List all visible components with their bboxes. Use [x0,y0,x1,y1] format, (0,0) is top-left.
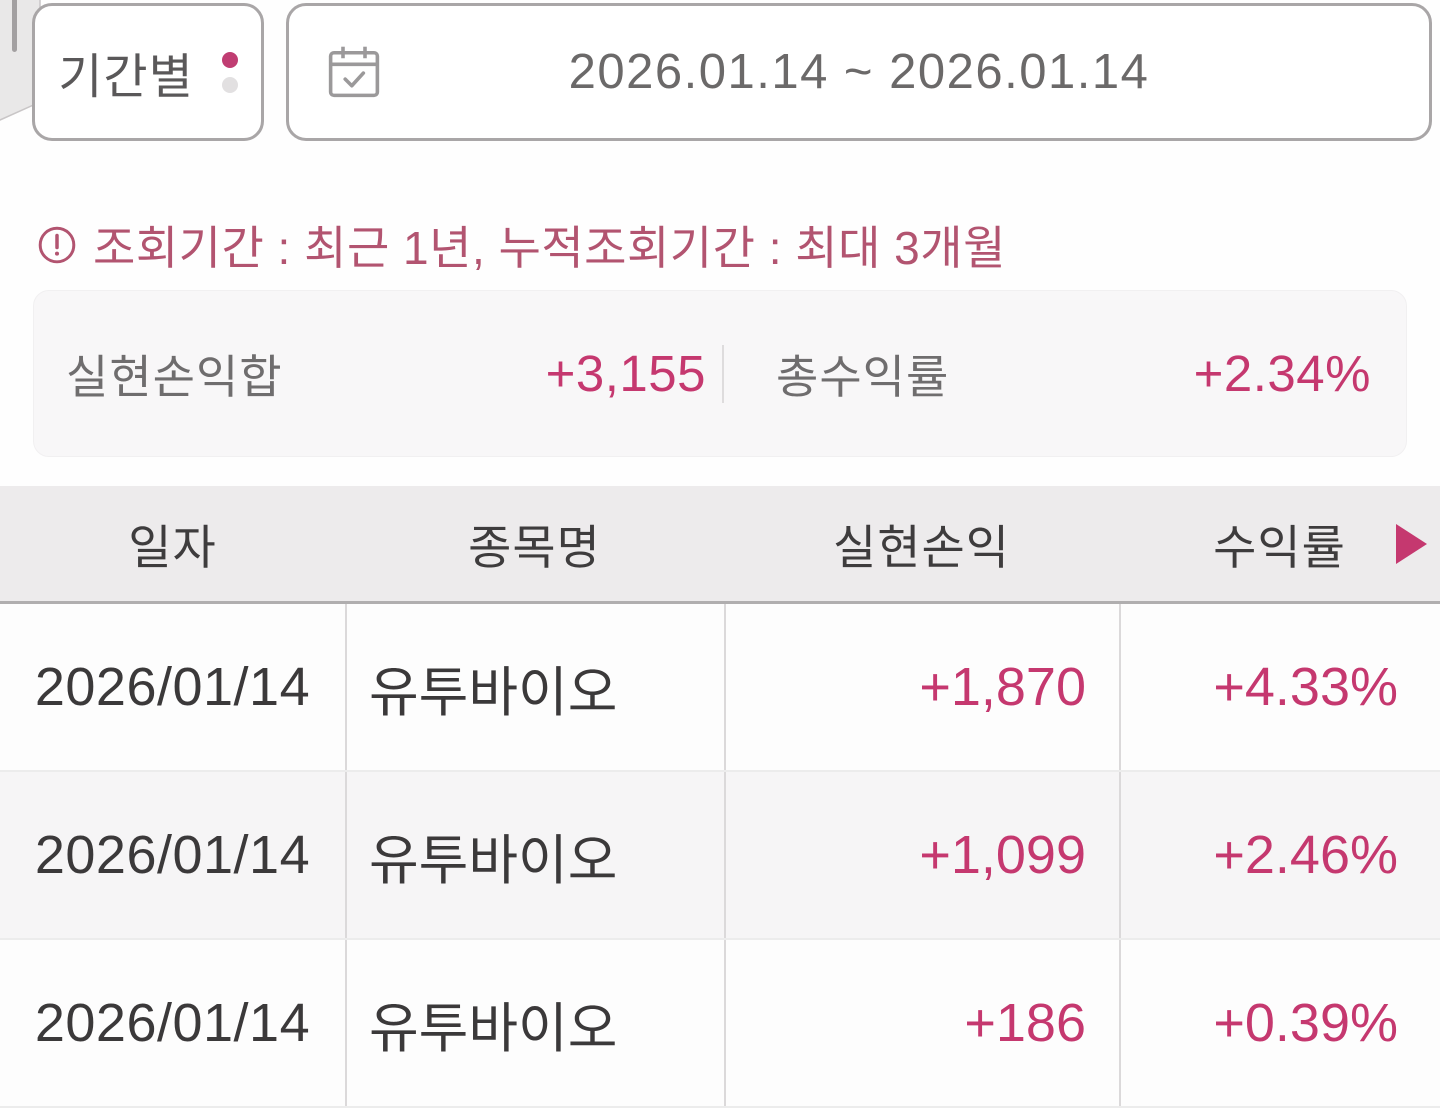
table-row[interactable]: 2026/01/14 유투바이오 +186 +0.39% [0,940,1440,1108]
cell-return-rate: +0.39% [1119,940,1440,1106]
cell-realized-profit: +186 [724,940,1119,1106]
period-type-label: 기간별 [58,51,194,104]
summary-card: 실현손익합 +3,155 총수익률 +2.34% [33,290,1407,457]
summary-divider [722,344,724,403]
cell-stock-name: 유투바이오 [345,772,724,938]
cell-date: 2026/01/14 [34,825,311,885]
query-period-notice: 조회기간 : 최근 1년, 누적조회기간 : 최대 3개월 [36,212,1006,278]
total-return-value: +2.34% [1193,345,1371,402]
table-row[interactable]: 2026/01/14 유투바이오 +1,099 +2.46% [0,772,1440,940]
cell-realized-profit: +1,870 [724,604,1119,770]
cell-date: 2026/01/14 [34,657,311,717]
column-header-name: 종목명 [468,521,601,574]
inactive-dot [221,76,238,93]
more-columns-arrow-icon[interactable] [1396,523,1427,564]
date-range-button[interactable]: 2026.01.14 ~ 2026.01.14 [286,3,1432,141]
column-header-return: 수익률 [1213,521,1346,574]
period-toggle-dots [221,51,238,93]
total-return-group: 총수익률 +2.34% [724,341,1406,407]
period-type-button[interactable]: 기간별 [32,3,264,141]
column-header-date: 일자 [128,521,217,574]
realized-total-label: 실현손익합 [66,350,283,403]
column-header-profit: 실현손익 [833,521,1010,574]
realized-profit-table: 일자 종목명 실현손익 수익률 2026/01/14 유투바이오 +1,870 … [0,486,1440,1108]
info-icon [38,226,76,264]
cell-date: 2026/01/14 [34,993,311,1053]
active-dot [221,51,238,68]
page-edge-peek [0,0,41,121]
realized-total-value: +3,155 [545,345,706,402]
calendar-check-icon [328,46,380,98]
cell-return-rate: +2.46% [1119,772,1440,938]
cell-return-rate: +4.33% [1119,604,1440,770]
table-header: 일자 종목명 실현손익 수익률 [0,486,1440,604]
date-range-value: 2026.01.14 ~ 2026.01.14 [568,45,1150,99]
cell-realized-profit: +1,099 [724,772,1119,938]
total-return-label: 총수익률 [776,350,950,403]
realized-total-group: 실현손익합 +3,155 [34,341,722,407]
query-period-notice-text: 조회기간 : 최근 1년, 누적조회기간 : 최대 3개월 [93,222,1006,274]
table-row[interactable]: 2026/01/14 유투바이오 +1,870 +4.33% [0,604,1440,772]
cell-stock-name: 유투바이오 [345,604,724,770]
cell-stock-name: 유투바이오 [345,940,724,1106]
